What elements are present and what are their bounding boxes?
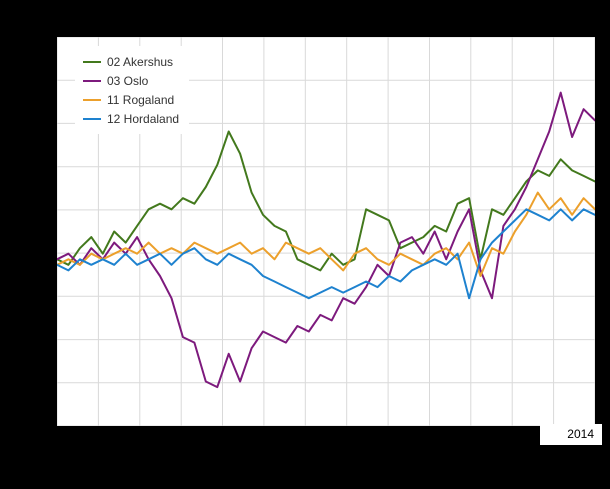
x-axis-tick-2014: 2014 (540, 424, 602, 445)
legend-label-hordaland: 12 Hordaland (107, 111, 180, 126)
legend-label-rogaland: 11 Rogaland (107, 92, 175, 107)
oslo-line-swatch (83, 79, 101, 82)
akershus-line-swatch (83, 60, 101, 63)
legend-item-akershus[interactable]: 02 Akershus (83, 52, 179, 71)
legend: 02 Akershus 03 Oslo 11 Rogaland 12 Horda… (75, 46, 190, 134)
rogaland-line-swatch (83, 98, 101, 101)
legend-item-oslo[interactable]: 03 Oslo (83, 71, 179, 90)
legend-item-hordaland[interactable]: 12 Hordaland (83, 109, 179, 128)
legend-label-oslo: 03 Oslo (107, 73, 149, 88)
legend-item-rogaland[interactable]: 11 Rogaland (83, 90, 179, 109)
legend-label-akershus: 02 Akershus (107, 54, 174, 69)
hordaland-line-swatch (83, 117, 101, 120)
